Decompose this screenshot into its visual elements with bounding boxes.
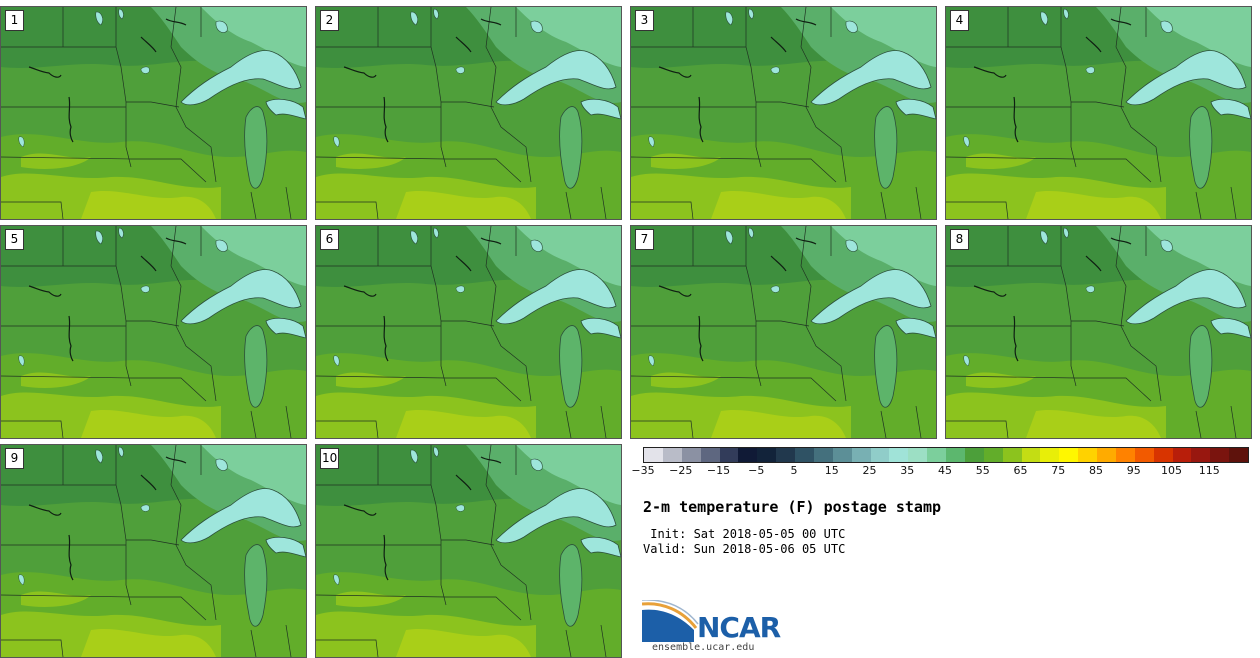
temperature-map: [316, 7, 621, 219]
temperature-colorbar: [643, 447, 1249, 463]
colorbar-swatch: [681, 448, 701, 462]
temperature-map: [1, 226, 306, 438]
colorbar-swatch: [1115, 448, 1135, 462]
temperature-map: [946, 226, 1251, 438]
temperature-map: [316, 226, 621, 438]
colorbar-swatch: [662, 448, 682, 462]
colorbar-tick-label: 105: [1161, 464, 1182, 477]
colorbar-swatch: [719, 448, 739, 462]
member-label: 4: [950, 10, 969, 31]
colorbar-swatch: [1021, 448, 1041, 462]
colorbar-tick-label: 25: [862, 464, 877, 477]
ensemble-panel-2: 2: [315, 6, 622, 220]
colorbar-tick-label: 85: [1089, 464, 1103, 477]
colorbar-swatch: [1078, 448, 1097, 462]
colorbar-swatch: [964, 448, 984, 462]
temperature-map: [316, 445, 621, 657]
colorbar-tick-label: 55: [975, 464, 990, 477]
colorbar-swatch: [889, 448, 909, 462]
colorbar-swatch: [1059, 448, 1079, 462]
colorbar-tick-label: −15: [706, 464, 731, 477]
ensemble-panel-3: 3: [630, 6, 937, 220]
ncar-logo-text: NCAR: [697, 611, 781, 644]
ensemble-panel-7: 7: [630, 225, 937, 439]
colorbar-swatch: [738, 448, 758, 462]
member-label: 10: [320, 448, 340, 469]
site-url: ensemble.ucar.edu: [652, 642, 755, 653]
colorbar-swatch: [1210, 448, 1230, 462]
colorbar-swatch: [795, 448, 814, 462]
member-label: 1: [5, 10, 24, 31]
valid-time: Valid: Sun 2018-05-06 05 UTC: [643, 542, 846, 556]
colorbar-swatch: [813, 448, 833, 462]
colorbar-tick-label: 15: [824, 464, 839, 477]
member-label: 7: [635, 229, 654, 250]
temperature-map: [631, 7, 936, 219]
member-label: 9: [5, 448, 24, 469]
member-label: 2: [320, 10, 339, 31]
colorbar-swatch: [1097, 448, 1116, 462]
member-label: 3: [635, 10, 654, 31]
colorbar-swatch: [983, 448, 1003, 462]
ensemble-panel-1: 1: [0, 6, 307, 220]
colorbar-swatch: [870, 448, 890, 462]
ensemble-panel-8: 8: [945, 225, 1252, 439]
colorbar-tick-label: 95: [1126, 464, 1141, 477]
colorbar-tick-label: 115: [1198, 464, 1220, 477]
colorbar-swatch: [1002, 448, 1022, 462]
colorbar-tick-label: −35: [631, 464, 655, 477]
colorbar-swatch: [1134, 448, 1154, 462]
temperature-map: [946, 7, 1251, 219]
figure-title: 2-m temperature (F) postage stamp: [643, 498, 942, 516]
temperature-map: [1, 445, 306, 657]
colorbar-tick-label: −25: [669, 464, 693, 477]
ensemble-panel-6: 6: [315, 225, 622, 439]
ensemble-panel-5: 5: [0, 225, 307, 439]
ensemble-panel-9: 9: [0, 444, 307, 658]
colorbar-swatch: [776, 448, 795, 462]
ensemble-panel-10: 10: [315, 444, 622, 658]
colorbar-swatch: [700, 448, 720, 462]
colorbar-ticks: −35 −25 −15 −5 5 15 25 35 45 55 65 75 85 95 105 115: [631, 464, 1247, 480]
colorbar-tick-label: 75: [1051, 464, 1066, 477]
colorbar-tick-label: 65: [1013, 464, 1028, 477]
colorbar-tick-label: 45: [938, 464, 952, 477]
colorbar-swatch: [1040, 448, 1060, 462]
colorbar-swatch: [851, 448, 871, 462]
ensemble-panel-4: 4: [945, 6, 1252, 220]
colorbar-swatch: [946, 448, 965, 462]
member-label: 8: [950, 229, 969, 250]
colorbar-tick-label: 35: [900, 464, 915, 477]
member-label: 6: [320, 229, 339, 250]
colorbar-swatch: [1191, 448, 1211, 462]
colorbar-swatch: [1153, 448, 1173, 462]
init-time: Init: Sat 2018-05-05 00 UTC: [643, 527, 846, 541]
ncar-logo-icon: [642, 600, 699, 642]
colorbar-swatch: [1172, 448, 1192, 462]
temperature-map: [1, 7, 306, 219]
colorbar-swatch: [908, 448, 928, 462]
colorbar-swatch: [927, 448, 946, 462]
colorbar-swatch: [832, 448, 852, 462]
temperature-map: [631, 226, 936, 438]
colorbar-swatch: [1229, 448, 1248, 462]
colorbar-tick-label: −5: [748, 464, 765, 477]
member-label: 5: [5, 229, 24, 250]
colorbar-swatch: [644, 448, 663, 462]
colorbar-tick-label: 5: [790, 464, 798, 477]
colorbar-swatch: [757, 448, 777, 462]
